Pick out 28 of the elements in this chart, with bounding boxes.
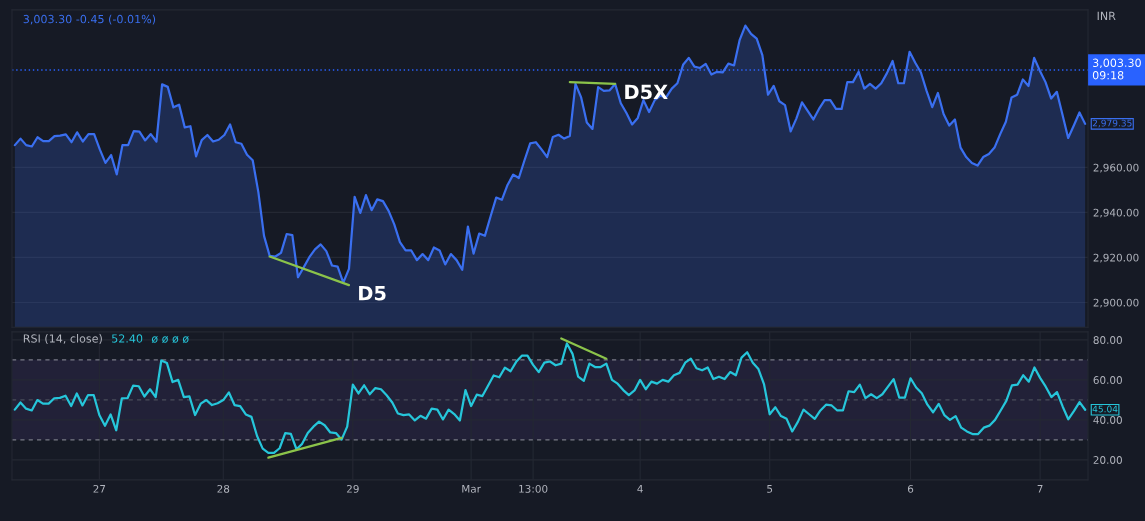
chart-title: RSI (14, close) [23,334,102,344]
x-tick-label: 27 [93,484,106,493]
line-series [13,342,1087,454]
y-tick-label: 20.00 [1093,456,1122,464]
x-tick-label: 13:00 [519,484,548,493]
y-axis-title: INR [1097,11,1116,20]
annotation: 52.40 [112,334,143,343]
series-label: D5 [359,286,386,301]
data-label: 2,979.35 [1092,119,1132,128]
x-tick-label: 6 [907,484,914,493]
y-tick-label: 2,940.00 [1093,208,1139,218]
x-tick-label: Mar [462,485,481,493]
y-tick-label: 60.00 [1093,376,1122,384]
x-tick-label: 4 [637,485,643,493]
series-label: D5X [625,84,668,100]
x-tick-label: 5 [767,485,773,493]
ref-line-label: 3,003.30 09:18 [1092,58,1141,80]
x-tick-label: 29 [346,484,359,493]
y-tick-label: 2,900.00 [1093,298,1139,308]
x-tick-label: 28 [217,484,230,493]
y-tick-label: 80.00 [1093,336,1122,344]
y-tick-label: 2,960.00 [1093,163,1139,173]
x-tick-label: 7 [1037,485,1043,493]
y-tick-label: 40.00 [1093,416,1122,424]
y-tick-label: 2,920.00 [1093,253,1139,263]
data-label: 45.04 [1092,405,1118,413]
annotation: ø ø ø ø [151,335,189,344]
annotation: 3,003.30 -0.45 (-0.01%) [23,14,156,25]
